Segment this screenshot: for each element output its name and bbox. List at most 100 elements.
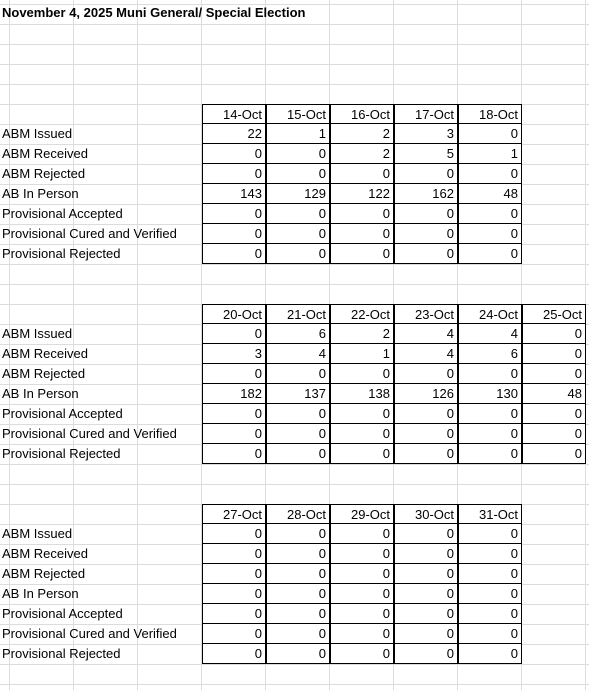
value-cell[interactable]: 0 — [458, 224, 522, 244]
value-cell[interactable]: 0 — [202, 584, 266, 604]
date-header-cell[interactable]: 28-Oct — [266, 504, 330, 524]
value-cell[interactable]: 143 — [202, 184, 266, 204]
date-header-cell[interactable]: 14-Oct — [202, 104, 266, 124]
value-cell[interactable]: 129 — [266, 184, 330, 204]
value-cell[interactable]: 0 — [266, 624, 330, 644]
value-cell[interactable]: 0 — [202, 644, 266, 664]
row-label[interactable]: AB In Person — [2, 586, 79, 601]
date-header-cell[interactable]: 25-Oct — [522, 304, 586, 324]
value-cell[interactable]: 0 — [522, 344, 586, 364]
value-cell[interactable]: 0 — [394, 444, 458, 464]
value-cell[interactable]: 3 — [202, 344, 266, 364]
value-cell[interactable]: 0 — [458, 124, 522, 144]
value-cell[interactable]: 0 — [266, 424, 330, 444]
date-header-cell[interactable]: 29-Oct — [330, 504, 394, 524]
value-cell[interactable]: 0 — [394, 364, 458, 384]
value-cell[interactable]: 0 — [266, 584, 330, 604]
value-cell[interactable]: 0 — [522, 404, 586, 424]
value-cell[interactable]: 0 — [330, 544, 394, 564]
value-cell[interactable]: 0 — [458, 164, 522, 184]
row-label[interactable]: Provisional Cured and Verified — [2, 226, 177, 241]
value-cell[interactable]: 137 — [266, 384, 330, 404]
value-cell[interactable]: 0 — [266, 544, 330, 564]
value-cell[interactable]: 0 — [202, 364, 266, 384]
row-label[interactable]: Provisional Accepted — [2, 406, 123, 421]
value-cell[interactable]: 0 — [522, 364, 586, 384]
value-cell[interactable]: 6 — [266, 324, 330, 344]
row-label[interactable]: ABM Rejected — [2, 166, 86, 181]
value-cell[interactable]: 0 — [394, 204, 458, 224]
row-label[interactable]: AB In Person — [2, 186, 79, 201]
value-cell[interactable]: 0 — [266, 604, 330, 624]
row-label[interactable]: ABM Received — [2, 146, 88, 161]
value-cell[interactable]: 2 — [330, 144, 394, 164]
value-cell[interactable]: 0 — [458, 644, 522, 664]
value-cell[interactable]: 0 — [202, 424, 266, 444]
row-label[interactable]: ABM Received — [2, 546, 88, 561]
value-cell[interactable]: 0 — [458, 584, 522, 604]
value-cell[interactable]: 0 — [330, 584, 394, 604]
row-label[interactable]: ABM Received — [2, 346, 88, 361]
value-cell[interactable]: 0 — [330, 644, 394, 664]
value-cell[interactable]: 0 — [394, 564, 458, 584]
value-cell[interactable]: 0 — [330, 244, 394, 264]
value-cell[interactable]: 0 — [330, 624, 394, 644]
value-cell[interactable]: 4 — [458, 324, 522, 344]
value-cell[interactable]: 0 — [394, 164, 458, 184]
value-cell[interactable]: 1 — [330, 344, 394, 364]
value-cell[interactable]: 0 — [394, 644, 458, 664]
value-cell[interactable]: 4 — [394, 324, 458, 344]
value-cell[interactable]: 0 — [330, 164, 394, 184]
value-cell[interactable]: 0 — [458, 564, 522, 584]
value-cell[interactable]: 126 — [394, 384, 458, 404]
row-label[interactable]: ABM Rejected — [2, 566, 86, 581]
value-cell[interactable]: 0 — [394, 244, 458, 264]
row-label[interactable]: ABM Issued — [2, 126, 73, 141]
value-cell[interactable]: 0 — [266, 404, 330, 424]
value-cell[interactable]: 0 — [266, 364, 330, 384]
sheet-title[interactable]: November 4, 2025 Muni General/ Special E… — [2, 5, 306, 20]
value-cell[interactable]: 138 — [330, 384, 394, 404]
row-label[interactable]: AB In Person — [2, 386, 79, 401]
row-label[interactable]: Provisional Cured and Verified — [2, 626, 177, 641]
value-cell[interactable]: 0 — [202, 244, 266, 264]
value-cell[interactable]: 0 — [266, 244, 330, 264]
value-cell[interactable]: 0 — [522, 424, 586, 444]
value-cell[interactable]: 0 — [330, 424, 394, 444]
value-cell[interactable]: 2 — [330, 324, 394, 344]
row-label[interactable]: ABM Issued — [2, 326, 73, 341]
value-cell[interactable]: 0 — [522, 444, 586, 464]
value-cell[interactable]: 0 — [458, 204, 522, 224]
value-cell[interactable]: 0 — [458, 624, 522, 644]
value-cell[interactable]: 0 — [394, 604, 458, 624]
date-header-cell[interactable]: 30-Oct — [394, 504, 458, 524]
value-cell[interactable]: 0 — [202, 404, 266, 424]
value-cell[interactable]: 0 — [458, 364, 522, 384]
row-label[interactable]: Provisional Rejected — [2, 646, 121, 661]
value-cell[interactable]: 0 — [394, 584, 458, 604]
value-cell[interactable]: 0 — [202, 224, 266, 244]
value-cell[interactable]: 1 — [266, 124, 330, 144]
value-cell[interactable]: 0 — [330, 364, 394, 384]
value-cell[interactable]: 0 — [202, 204, 266, 224]
date-header-cell[interactable]: 15-Oct — [266, 104, 330, 124]
row-label[interactable]: ABM Issued — [2, 526, 73, 541]
date-header-cell[interactable]: 31-Oct — [458, 504, 522, 524]
value-cell[interactable]: 0 — [458, 444, 522, 464]
date-header-cell[interactable]: 24-Oct — [458, 304, 522, 324]
row-label[interactable]: ABM Rejected — [2, 366, 86, 381]
value-cell[interactable]: 0 — [266, 204, 330, 224]
value-cell[interactable]: 0 — [202, 164, 266, 184]
value-cell[interactable]: 5 — [394, 144, 458, 164]
row-label[interactable]: Provisional Accepted — [2, 606, 123, 621]
date-header-cell[interactable]: 23-Oct — [394, 304, 458, 324]
date-header-cell[interactable]: 18-Oct — [458, 104, 522, 124]
value-cell[interactable]: 0 — [202, 564, 266, 584]
value-cell[interactable]: 0 — [202, 324, 266, 344]
value-cell[interactable]: 0 — [394, 624, 458, 644]
date-header-cell[interactable]: 16-Oct — [330, 104, 394, 124]
row-label[interactable]: Provisional Accepted — [2, 206, 123, 221]
date-header-cell[interactable]: 20-Oct — [202, 304, 266, 324]
value-cell[interactable]: 0 — [458, 604, 522, 624]
value-cell[interactable]: 0 — [330, 444, 394, 464]
